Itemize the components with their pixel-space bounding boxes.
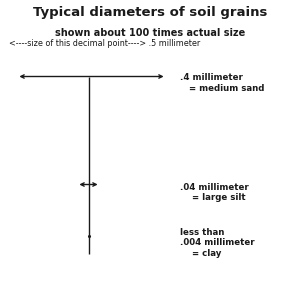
Text: .04 millimeter
    = large silt: .04 millimeter = large silt (180, 183, 249, 203)
Text: shown about 100 times actual size: shown about 100 times actual size (55, 28, 245, 38)
Text: <----size of this decimal point----> .5 millimeter: <----size of this decimal point----> .5 … (9, 39, 200, 48)
Text: .4 millimeter
   = medium sand: .4 millimeter = medium sand (180, 74, 264, 93)
Text: less than
.004 millimeter
    = clay: less than .004 millimeter = clay (180, 228, 255, 258)
Text: Typical diameters of soil grains: Typical diameters of soil grains (33, 6, 267, 19)
